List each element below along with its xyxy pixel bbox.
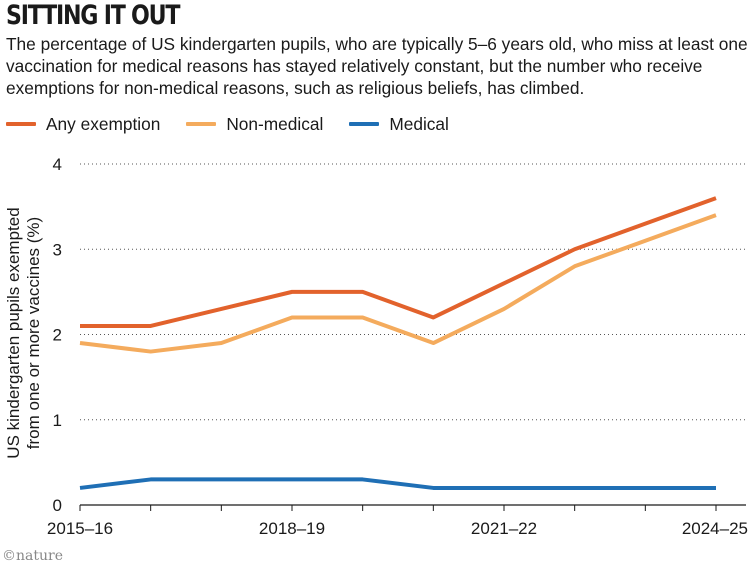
non-medical-line [79, 213, 717, 354]
legend-label-non-medical: Non-medical [226, 113, 324, 134]
x-tick-label: 2024–25 [682, 519, 748, 538]
x-tick-label: 2018–19 [259, 519, 325, 538]
legend-item-non-medical: Non-medical [186, 114, 323, 135]
y-tick-label: 3 [53, 240, 62, 259]
series-lines [79, 196, 717, 490]
legend-swatch-any-exemption [6, 122, 36, 126]
y-axis-title-line2: from one or more vaccines (%) [24, 217, 43, 449]
x-tick-label: 2021–22 [471, 519, 537, 538]
y-tick-labels: 0 1 2 3 4 [53, 155, 62, 515]
gridlines [80, 163, 746, 421]
legend-label-any-exemption: Any exemption [46, 113, 161, 134]
axes [79, 504, 746, 511]
legend: Any exemption Non-medical Medical [6, 114, 475, 134]
y-tick-label: 1 [53, 411, 62, 430]
legend-item-any-exemption: Any exemption [6, 114, 160, 135]
medical-line [79, 477, 716, 490]
x-tick-labels: 2015–16 2018–19 2021–22 2024–25 [47, 519, 748, 538]
y-tick-label: 0 [53, 496, 62, 515]
x-tick-label: 2015–16 [47, 519, 113, 538]
chart-subtitle: The percentage of US kindergarten pupils… [6, 34, 748, 98]
legend-label-medical: Medical [389, 113, 449, 134]
nature-credit: ©nature [2, 548, 63, 564]
y-tick-label: 4 [53, 155, 62, 174]
chart-title: SITTING IT OUT [6, 0, 181, 31]
legend-item-medical: Medical [349, 114, 449, 135]
legend-swatch-medical [349, 122, 380, 126]
y-axis-title-line1: US kindergarten pupils exempted [4, 207, 23, 458]
y-tick-label: 2 [53, 326, 62, 345]
legend-swatch-non-medical [186, 122, 217, 126]
any-exemption-line [80, 196, 717, 328]
